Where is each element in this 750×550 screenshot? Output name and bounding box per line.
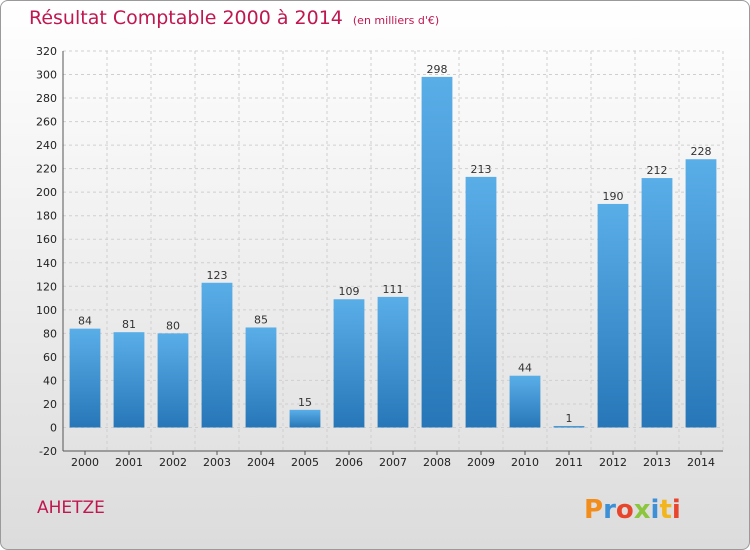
y-tick-label: 40 [43, 374, 57, 387]
chart-subtitle: (en milliers d'€) [352, 14, 440, 27]
bar-value-label: 228 [691, 145, 712, 158]
x-tick-label: 2008 [423, 456, 451, 469]
label-layer: 84 81 80 123 85 15 109 111 298 213 44 1 190 212 228 [78, 63, 712, 425]
y-tick-label: 260 [36, 116, 57, 129]
bar-2004 [245, 327, 277, 428]
bar-2014 [685, 159, 717, 428]
bar-value-label: 85 [254, 313, 268, 326]
bar-2013 [641, 178, 673, 428]
bar-2010 [509, 375, 541, 428]
commune-name: AHETZE [37, 498, 105, 518]
y-tick-label: 300 [36, 69, 57, 82]
bar-value-label: 15 [298, 396, 312, 409]
chart-title: Résultat Comptable 2000 à 2014 (en millie… [29, 7, 439, 29]
axis-layer: -200204060801001201401601802002202402602… [36, 45, 723, 469]
y-tick-label: 180 [36, 210, 57, 223]
y-tick-label: 200 [36, 186, 57, 199]
y-tick-label: 320 [36, 45, 57, 58]
x-tick-label: 2004 [247, 456, 275, 469]
bar-value-label: 111 [383, 283, 404, 296]
bar-2002 [157, 333, 189, 428]
bar-value-label: 1 [566, 412, 573, 425]
bar-2009 [465, 176, 497, 428]
bar-2007 [377, 296, 409, 428]
x-tick-label: 2007 [379, 456, 407, 469]
x-tick-label: 2012 [599, 456, 627, 469]
proxiti-logo: Proxiti [584, 495, 681, 525]
bar-2001 [113, 332, 145, 428]
y-tick-label: 140 [36, 257, 57, 270]
bar-value-label: 298 [427, 63, 448, 76]
y-tick-label: 0 [50, 421, 57, 434]
bar-2008 [421, 76, 453, 428]
chart-title-text: Résultat Comptable 2000 à 2014 [29, 7, 343, 29]
x-tick-label: 2013 [643, 456, 671, 469]
svg-text:Proxiti: Proxiti [584, 495, 681, 525]
bar-value-label: 190 [603, 190, 624, 203]
x-tick-label: 2001 [115, 456, 143, 469]
x-tick-label: 2000 [71, 456, 99, 469]
bar-value-label: 81 [122, 318, 136, 331]
bar-2006 [333, 299, 365, 428]
x-tick-label: 2003 [203, 456, 231, 469]
bar-value-label: 80 [166, 319, 180, 332]
bar-layer [69, 76, 717, 428]
y-tick-label: 120 [36, 280, 57, 293]
bar-value-label: 84 [78, 315, 92, 328]
bar-2005 [289, 409, 321, 428]
x-tick-label: 2005 [291, 456, 319, 469]
y-tick-label: 60 [43, 351, 57, 364]
y-tick-label: 280 [36, 92, 57, 105]
y-tick-label: 160 [36, 233, 57, 246]
bar-value-label: 213 [471, 163, 492, 176]
bar-2000 [69, 328, 101, 428]
bar-value-label: 109 [339, 285, 360, 298]
x-tick-label: 2014 [687, 456, 715, 469]
x-tick-label: 2011 [555, 456, 583, 469]
y-tick-label: 20 [43, 398, 57, 411]
x-tick-label: 2002 [159, 456, 187, 469]
x-tick-label: 2010 [511, 456, 539, 469]
bar-value-label: 44 [518, 362, 532, 375]
bar-2011 [553, 425, 585, 428]
bar-2012 [597, 203, 629, 428]
bar-value-label: 212 [647, 164, 668, 177]
y-tick-label: 80 [43, 327, 57, 340]
y-tick-label: 240 [36, 139, 57, 152]
bar-value-label: 123 [207, 269, 228, 282]
x-tick-label: 2006 [335, 456, 363, 469]
bar-2003 [201, 282, 233, 428]
y-tick-label: 220 [36, 163, 57, 176]
y-tick-label: 100 [36, 304, 57, 317]
y-tick-label: -20 [39, 445, 57, 458]
x-tick-label: 2009 [467, 456, 495, 469]
